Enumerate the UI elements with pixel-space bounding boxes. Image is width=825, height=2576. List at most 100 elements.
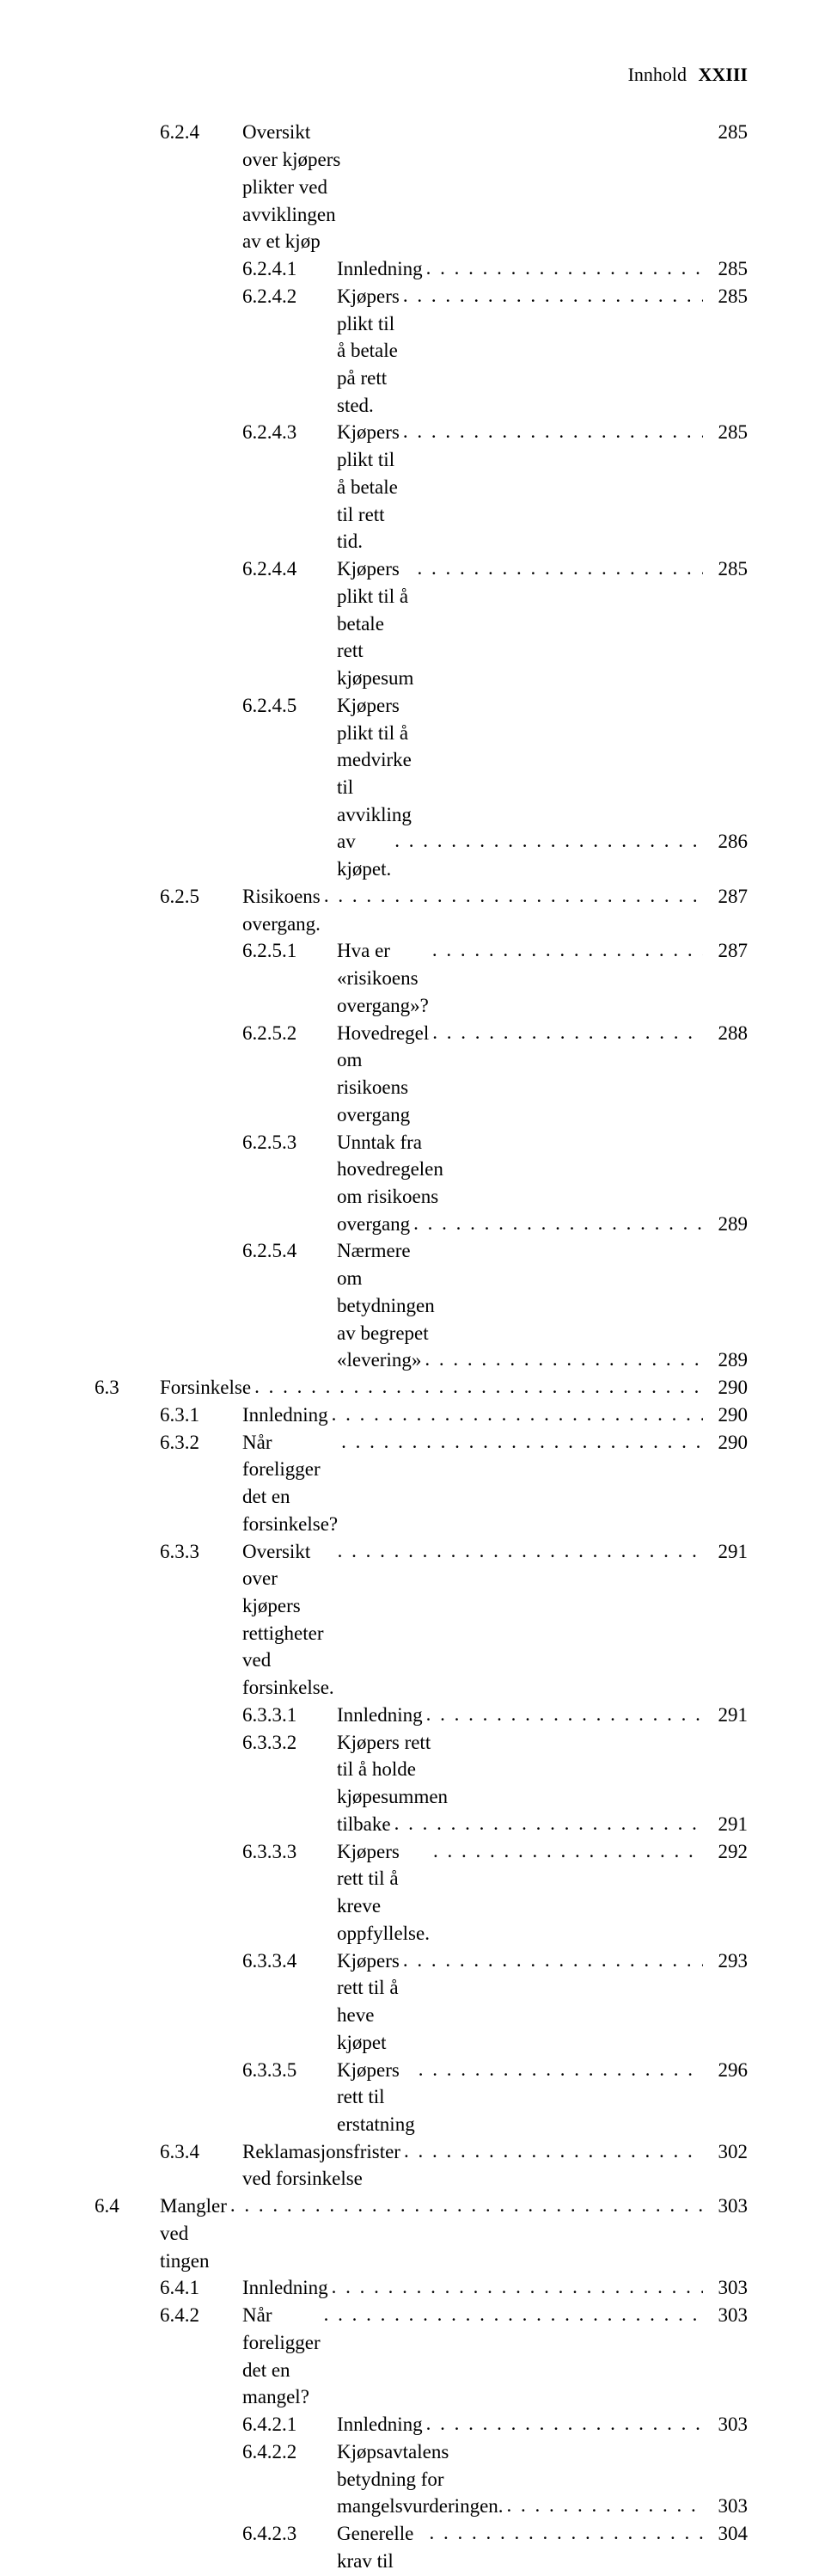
toc-leader [404, 2137, 703, 2165]
toc-label: Kjøpers plikt til å betale til rett tid. [337, 419, 400, 555]
toc-leader [332, 2273, 703, 2301]
toc-page [706, 1129, 748, 1156]
toc-leader [403, 282, 703, 310]
toc-leader [433, 1837, 703, 1865]
toc-leader [419, 2056, 703, 2083]
toc-page: 291 [706, 1811, 748, 1838]
toc-leader [426, 1701, 703, 1728]
toc-label-wrap: Kjøpers plikt til å betale rett kjøpesum [337, 555, 706, 692]
toc-leader [324, 2301, 703, 2328]
toc-label: mangelsvurderingen. [337, 2493, 504, 2520]
toc-entry: 6.2.4.4Kjøpers plikt til å betale rett k… [95, 555, 748, 692]
toc-leader [425, 1346, 703, 1373]
toc-entry: 6.2.4.3Kjøpers plikt til å betale til re… [95, 419, 748, 555]
toc-number: 6.3.3.2 [95, 1729, 337, 1757]
toc-number: 6.2.4.3 [95, 419, 337, 446]
toc-number: 6.2.5.3 [95, 1129, 337, 1156]
toc-leader [417, 555, 703, 582]
toc-label-wrap: Kjøpers plikt til å medvirke til avvikli… [337, 692, 706, 829]
toc-label-wrap: Kjøpsavtalens betydning for [337, 2438, 706, 2493]
toc-entry: 6.3.3.2Kjøpers rett til å holde kjøpesum… [95, 1729, 748, 1811]
toc-label-wrap: Generelle krav til tingens egenskaper [337, 2520, 706, 2576]
toc-label: tilbake [337, 1811, 391, 1838]
toc-page: 289 [706, 1346, 748, 1374]
toc-page: 290 [706, 1429, 748, 1457]
toc-entry: 6.3.3.5Kjøpers rett til erstatning296 [95, 2057, 748, 2138]
toc-entry: 6.3.3.3Kjøpers rett til å kreve oppfylle… [95, 1838, 748, 1947]
toc-label: Oversikt over kjøpers plikter ved avvikl… [242, 119, 344, 255]
toc-number: 6.4.2.2 [95, 2438, 337, 2466]
toc-entry: 6.4.2Når foreligger det en mangel?303 [95, 2302, 748, 2411]
toc-page: 292 [706, 1838, 748, 1866]
toc-entry: 6.2.4Oversikt over kjøpers plikter ved a… [95, 119, 748, 255]
toc-label: overgang [337, 1211, 410, 1238]
toc-page: 303 [706, 2302, 748, 2329]
toc-number: 6.2.4.1 [95, 255, 337, 283]
toc-entry: 6.2.5.4Nærmere om betydningen av begrepe… [95, 1237, 748, 1346]
table-of-contents: 6.2.4Oversikt over kjøpers plikter ved a… [95, 119, 748, 2576]
toc-entry-continuation: 6.2.5.3overgang289 [95, 1211, 748, 1238]
toc-label: Innledning [337, 2411, 423, 2438]
toc-entry: 6.3.2Når foreligger det en forsinkelse?2… [95, 1429, 748, 1538]
toc-label: Nærmere om betydningen av begrepet [337, 1237, 435, 1346]
toc-number: 6.3.1 [95, 1401, 242, 1429]
toc-page: 285 [706, 283, 748, 310]
toc-number: 6.3.4 [95, 2138, 242, 2166]
toc-page: 290 [706, 1401, 748, 1429]
toc-label-wrap: Unntak fra hovedregelen om risikoens [337, 1129, 706, 1211]
toc-label: «levering» [337, 1346, 421, 1374]
toc-label-wrap: «levering» [337, 1346, 706, 1374]
toc-page: 285 [706, 255, 748, 283]
toc-label: Unntak fra hovedregelen om risikoens [337, 1129, 443, 1211]
toc-entry: 6.2.5Risikoens overgang.287 [95, 883, 748, 937]
toc-label: Kjøpers plikt til å medvirke til avvikli… [337, 692, 412, 829]
toc-label-wrap: Mangler ved tingen [160, 2193, 706, 2274]
toc-label-wrap: tilbake [337, 1811, 706, 1838]
toc-page: 287 [706, 937, 748, 965]
header-roman: XXIII [699, 64, 748, 85]
toc-label-wrap: Nærmere om betydningen av begrepet [337, 1237, 706, 1346]
toc-page: 291 [706, 1702, 748, 1729]
toc-label: Kjøpers rett til å heve kjøpet [337, 1947, 400, 2057]
toc-number: 6.2.5.2 [95, 1020, 337, 1047]
toc-entry: 6.3.1Innledning290 [95, 1401, 748, 1429]
toc-label-wrap: Forsinkelse [160, 1374, 706, 1401]
toc-entry-continuation: 6.3.3.2tilbake291 [95, 1811, 748, 1838]
toc-label-wrap: Kjøpers rett til erstatning [337, 2057, 706, 2138]
toc-number: 6.3.2 [95, 1429, 242, 1457]
toc-leader [432, 936, 703, 964]
toc-page [706, 1729, 748, 1757]
toc-leader [426, 2410, 703, 2438]
toc-label-wrap: Innledning [242, 1401, 706, 1429]
toc-leader [341, 1428, 703, 1456]
toc-label: Kjøpers rett til å kreve oppfyllelse. [337, 1838, 430, 1947]
toc-label: Kjøpsavtalens betydning for [337, 2438, 449, 2493]
toc-leader [230, 2192, 703, 2219]
toc-entry: 6.4Mangler ved tingen303 [95, 2193, 748, 2274]
toc-leader [432, 1019, 703, 1046]
toc-number: 6.3.3.3 [95, 1838, 337, 1866]
toc-entry: 6.3.3Oversikt over kjøpers rettigheter v… [95, 1538, 748, 1702]
toc-label: Generelle krav til tingens egenskaper [337, 2520, 425, 2576]
toc-number: 6.2.4.4 [95, 555, 337, 583]
toc-label: Hva er «risikoens overgang»? [337, 937, 429, 1019]
toc-number: 6.4.2 [95, 2302, 242, 2329]
toc-entry: 6.3.3.1Innledning291 [95, 1702, 748, 1729]
toc-leader [429, 2519, 703, 2547]
toc-page [706, 1237, 748, 1265]
toc-label-wrap: Risikoens overgang. [242, 883, 706, 937]
toc-page: 303 [706, 2493, 748, 2520]
toc-leader [426, 255, 703, 282]
toc-label: Innledning [337, 255, 423, 283]
toc-page: 303 [706, 2411, 748, 2438]
toc-number: 6.2.5.4 [95, 1237, 337, 1265]
toc-label: av kjøpet. [337, 828, 391, 882]
toc-page: 289 [706, 1211, 748, 1238]
toc-label: Innledning [337, 1702, 423, 1729]
toc-label: Innledning [242, 2274, 328, 2302]
toc-page: 296 [706, 2057, 748, 2084]
toc-label: Kjøpers rett til å holde kjøpesummen [337, 1729, 448, 1811]
toc-label-wrap: Innledning [337, 1702, 706, 1729]
toc-leader [338, 1537, 703, 1565]
header-section: Innhold [628, 64, 687, 85]
